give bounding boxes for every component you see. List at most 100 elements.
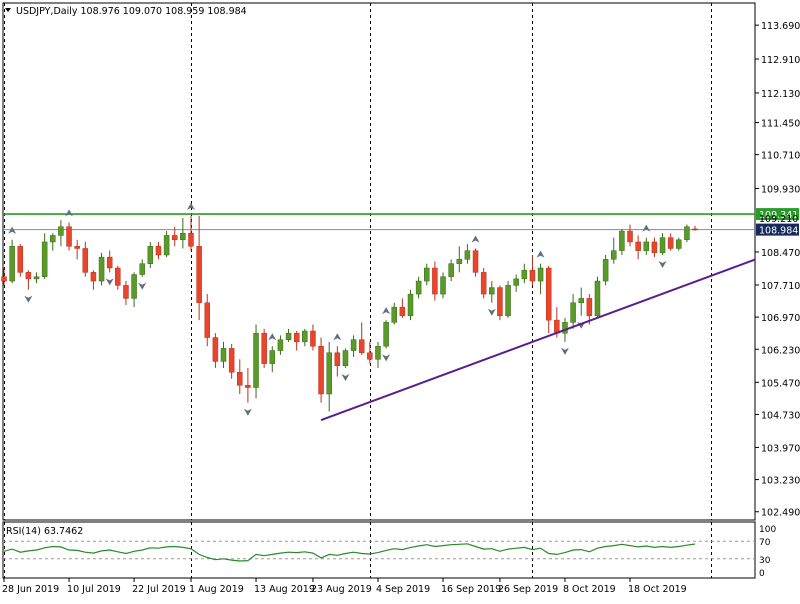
time-tick-label: 4 Sep 2019 <box>376 584 430 595</box>
price-tick-label: 109.930 <box>761 185 800 196</box>
candle-body <box>212 337 219 362</box>
fractal-markers <box>8 202 667 416</box>
price-tick-label: 107.710 <box>761 281 800 292</box>
candle-body <box>456 259 463 264</box>
header-dropdown-icon[interactable] <box>5 8 11 12</box>
price-tick-label: 110.710 <box>761 151 800 162</box>
fractal-up-icon <box>8 226 17 234</box>
time-tick-label: 1 Aug 2019 <box>189 584 244 595</box>
candle-body <box>90 272 97 282</box>
candle-body <box>586 298 593 317</box>
candle-body <box>163 235 170 256</box>
fractal-up-icon <box>536 250 545 258</box>
price-tick-label: 112.910 <box>761 55 800 66</box>
candle-body <box>659 237 666 254</box>
candle-body <box>424 267 430 282</box>
candle-body <box>66 226 72 247</box>
candle-body <box>676 239 682 249</box>
candle-body <box>318 345 324 395</box>
price-tick-label: 106.230 <box>761 345 800 356</box>
candle-body <box>180 233 186 241</box>
price-tick-label: 103.230 <box>761 476 800 487</box>
candle-body <box>651 241 658 254</box>
horizontal-levels[interactable] <box>3 213 755 231</box>
chart-frame <box>2 2 756 579</box>
price-tag-label: 108.984 <box>759 226 798 237</box>
candle-body <box>261 332 267 364</box>
candle-body <box>375 345 381 360</box>
ascending-trendline[interactable] <box>320 258 756 422</box>
rsi-header-text: RSI(14) 63.7462 <box>6 526 83 537</box>
price-mark-partial-label: 109.210 <box>759 214 798 225</box>
candle-body <box>537 267 544 282</box>
rsi-tick-label: 30 <box>759 556 771 566</box>
candle-body <box>529 269 536 282</box>
price-tick-label: 112.130 <box>761 89 800 100</box>
candle-body <box>188 233 194 247</box>
candle-body <box>17 246 24 273</box>
candle-body <box>432 267 438 295</box>
time-tick-label: 10 Jul 2019 <box>67 584 121 595</box>
candle-body <box>33 276 40 280</box>
candle-body <box>415 280 422 295</box>
time-tick-label: 22 Jul 2019 <box>132 584 186 595</box>
fractal-up-icon <box>333 333 342 341</box>
candle-body <box>489 287 495 295</box>
candle-body <box>464 250 471 260</box>
trendline-group[interactable] <box>320 258 756 422</box>
candle-body <box>106 256 113 269</box>
candle-body <box>602 259 609 282</box>
candle-body <box>245 385 251 388</box>
rsi-tick-label: 100 <box>759 525 776 535</box>
candle-body <box>497 287 503 317</box>
candle-body <box>1 276 7 282</box>
candle-body <box>350 339 357 351</box>
fractal-down-icon <box>382 354 391 362</box>
rsi-line <box>3 543 696 562</box>
candle-body <box>667 237 674 249</box>
fractal-down-icon <box>487 308 496 316</box>
candle-body <box>358 339 365 353</box>
candle-body <box>472 250 479 273</box>
candle-body <box>147 246 154 264</box>
candle-body <box>326 352 332 395</box>
candle-body <box>269 350 276 364</box>
candle-body <box>594 280 601 317</box>
fractal-down-icon <box>105 278 114 286</box>
candle-body <box>342 350 349 367</box>
candle-body <box>74 246 80 249</box>
time-axis: 28 Jun 2019 10 Jul 2019 22 Jul 2019 1 Aug 2… <box>2 578 687 595</box>
candle-body <box>578 298 584 304</box>
candle-body <box>253 332 259 388</box>
candle-body <box>123 285 129 299</box>
candle-body <box>293 332 300 343</box>
price-tick-label: 106.970 <box>761 313 800 324</box>
candle-body <box>9 246 15 282</box>
price-tag-bg <box>756 223 799 236</box>
fractal-down-icon <box>658 260 667 268</box>
candle-body <box>611 250 617 260</box>
time-tick-label: 28 Jun 2019 <box>2 584 59 595</box>
candle-body <box>237 372 243 386</box>
candle-body <box>115 267 121 286</box>
candle-body <box>41 241 48 277</box>
candle-body <box>570 302 576 323</box>
fractal-down-icon <box>341 373 350 381</box>
candle-body <box>277 339 284 351</box>
fractal-up-icon <box>471 235 480 243</box>
rsi-plot-border <box>2 521 756 579</box>
time-tick-label: 13 Aug 2019 <box>254 584 315 595</box>
candle-body <box>383 322 389 347</box>
candle-body <box>58 226 64 236</box>
fractal-down-icon <box>24 295 33 303</box>
price-tick-label: 102.490 <box>761 508 800 519</box>
candle-body <box>155 246 162 256</box>
candle-body <box>635 241 641 251</box>
candle-body <box>448 263 454 277</box>
fractal-up-icon <box>186 202 195 210</box>
period-separators <box>4 3 712 578</box>
candle-body <box>171 235 178 241</box>
